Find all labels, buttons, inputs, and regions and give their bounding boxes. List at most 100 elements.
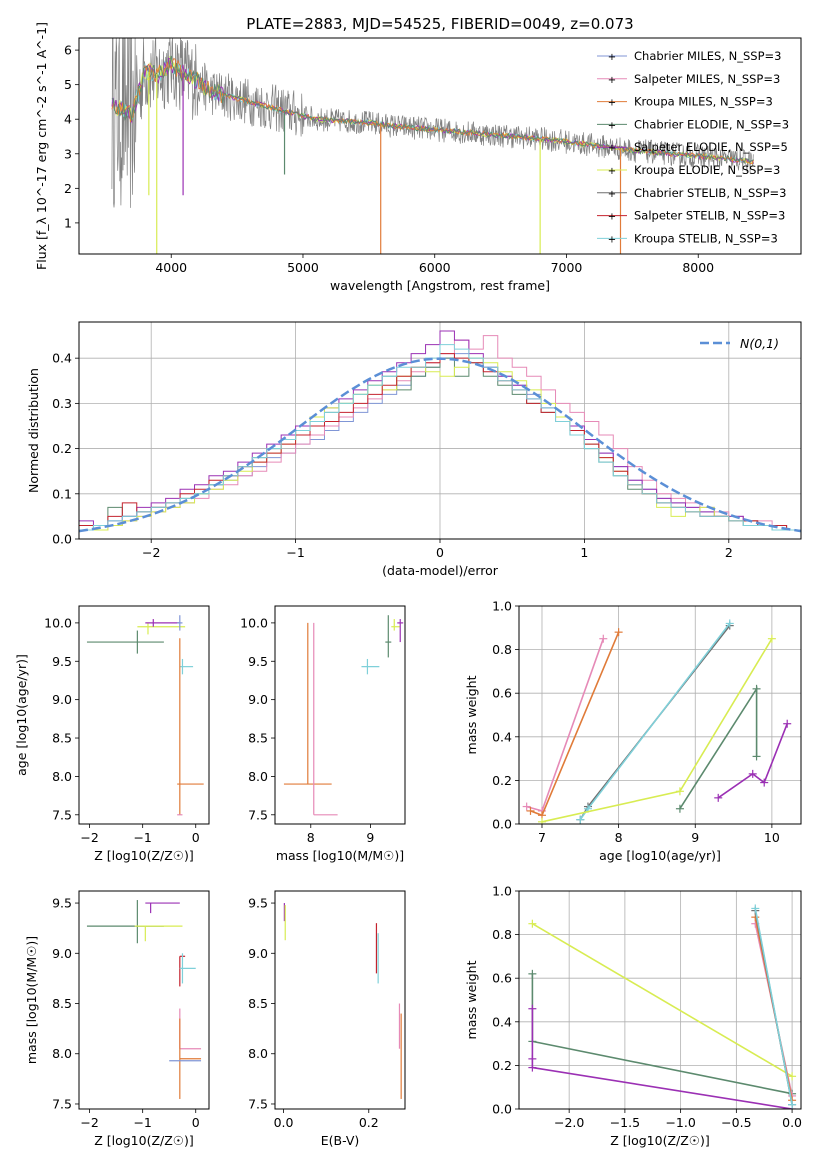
series-line-salpeter-elodie	[717, 723, 788, 799]
axes-frame	[518, 605, 802, 825]
axes-frame	[78, 37, 802, 255]
x-axis-label: E(B-V)	[321, 1133, 360, 1148]
legend-marker: +	[608, 75, 616, 86]
x-tick-label: −0.5	[721, 1115, 751, 1130]
x-tick-label: 9	[366, 830, 374, 845]
legend-gaussian-label: N(0,1)	[740, 336, 779, 351]
legend-marker: +	[608, 120, 616, 131]
series-line-kroupa-elodie	[531, 923, 793, 1077]
histogram-step-kroupa-elodie	[79, 357, 801, 539]
plot-area-massweight_vs_Z	[528, 904, 797, 1109]
panel-mass_vs_EBV: 0.0 0.2 7.5 8.0 8.5 9.0 9.5 E(B-V)	[248, 890, 406, 1148]
histogram-step-kroupa-stelib	[79, 344, 801, 539]
figure-title: PLATE=2883, MJD=54525, FIBERID=0049, z=0…	[246, 15, 633, 33]
y-tick-label: 9.0	[248, 946, 268, 961]
y-tick-label: 0.1	[52, 486, 72, 501]
x-tick-label: −2	[80, 1115, 98, 1130]
y-tick-label: 0.3	[52, 396, 72, 411]
y-tick-label: 3	[64, 146, 72, 161]
x-tick-label: 2	[725, 545, 733, 560]
y-tick-label: 9.5	[248, 654, 268, 669]
x-tick-label: −2.0	[554, 1115, 584, 1130]
legend-marker: +	[608, 234, 616, 245]
y-tick-label: 9.5	[248, 896, 268, 911]
x-axis-label: Z [log10(Z/Z☉)]	[94, 1133, 194, 1148]
y-tick-label: 6	[64, 43, 72, 58]
y-axis-label: mass [log10(M/M☉)]	[24, 936, 39, 1064]
y-tick-label: 0.8	[492, 927, 512, 942]
x-tick-label: 1	[580, 545, 588, 560]
legend-label: Chabrier STELIB, N_SSP=3	[634, 186, 786, 200]
plot-area-mass_vs_Z	[86, 900, 202, 1099]
y-axis-label: mass weight	[464, 960, 479, 1039]
plot-area-residuals	[79, 330, 801, 539]
legend-marker: +	[608, 189, 616, 200]
x-tick-label: 9	[691, 830, 699, 845]
x-axis-label: mass [log10(M/M☉)]	[276, 848, 404, 863]
y-tick-label: 0.4	[492, 1014, 512, 1029]
x-tick-label: 0.0	[782, 1115, 802, 1130]
x-tick-label: 0	[436, 545, 444, 560]
y-tick-label: 4	[64, 112, 72, 127]
panel-age_vs_mass: 8 9 7.5 8.0 8.5 9.0 9.5 10.0 mass [log10(M/M☉)]	[240, 605, 406, 863]
x-tick-label: −2	[80, 830, 98, 845]
y-axis-label: age [log10(age/yr)]	[14, 654, 29, 776]
panel-massweight_vs_age: 7 8 9 10 0.0 0.2 0.4 0.6 0.8 1.0 age [log10(age/yr…	[464, 599, 802, 863]
model-line-chabrier-elodie	[111, 55, 754, 165]
x-tick-label: 8	[615, 830, 623, 845]
x-tick-label: −1	[133, 830, 151, 845]
plot-area-mass_vs_EBV	[283, 903, 402, 1099]
x-tick-label: 5000	[287, 260, 319, 275]
legend-label: Salpeter STELIB, N_SSP=3	[634, 209, 785, 223]
y-tick-label: 9.0	[248, 692, 268, 707]
y-tick-label: 7.5	[248, 807, 268, 822]
axes-frame	[274, 605, 406, 825]
y-tick-label: 8.5	[52, 996, 72, 1011]
y-tick-label: 0.2	[492, 773, 512, 788]
y-tick-label: 1.0	[492, 599, 512, 614]
x-tick-label: 0.0	[274, 1115, 294, 1130]
legend-label: Salpeter MILES, N_SSP=3	[634, 72, 780, 86]
y-tick-label: 0.0	[52, 532, 72, 547]
plot-area-age_vs_mass	[283, 615, 404, 816]
x-axis-label: wavelength [Angstrom, rest frame]	[330, 278, 550, 293]
legend-spectrum: + Chabrier MILES, N_SSP=3 + Salpeter MILES,…	[597, 49, 789, 245]
plot-area-massweight_vs_age	[522, 619, 792, 824]
y-tick-label: 0.0	[492, 1102, 512, 1117]
series-line-salpeter-elodie	[531, 1008, 793, 1109]
panel-residuals: −2 −1 0 1 2 0.0 0.1 0.2 0.3 0.4 (data-model)/error…	[26, 321, 802, 578]
x-tick-label: −2	[142, 545, 160, 560]
x-tick-label: −1.0	[665, 1115, 695, 1130]
y-tick-label: 9.0	[52, 946, 72, 961]
panel-spectrum: 4000 5000 6000 7000 8000 1 2 3 4 5 6 wavelength [An…	[34, 22, 802, 293]
legend-label: Kroupa MILES, N_SSP=3	[634, 95, 773, 109]
x-tick-label: −1.5	[610, 1115, 640, 1130]
series-line-kroupa-stelib	[754, 908, 793, 1105]
legend-label: Chabrier ELODIE, N_SSP=3	[634, 117, 789, 131]
gaussian-curve	[79, 357, 801, 533]
y-tick-label: 7.5	[52, 807, 72, 822]
x-axis-label: (data-model)/error	[382, 563, 499, 578]
y-tick-label: 10.0	[44, 615, 72, 630]
x-tick-label: 4000	[155, 260, 187, 275]
legend-label: Chabrier MILES, N_SSP=3	[634, 49, 781, 63]
x-tick-label: 8	[307, 830, 315, 845]
legend-marker: +	[608, 143, 616, 154]
y-tick-label: 10.0	[240, 615, 268, 630]
y-tick-label: 8.5	[248, 731, 268, 746]
y-tick-label: 0.0	[492, 817, 512, 832]
legend-label: Kroupa STELIB, N_SSP=3	[634, 231, 778, 245]
y-tick-label: 8.5	[248, 996, 268, 1011]
y-tick-label: 8.0	[52, 769, 72, 784]
x-tick-label: 0	[192, 1115, 200, 1130]
y-axis-label: Normed distribution	[26, 368, 41, 493]
y-axis-label: Flux [f_λ 10^-17 erg cm^-2 s^-1 A^-1]	[34, 22, 49, 270]
x-tick-label: −1	[133, 1115, 151, 1130]
y-tick-label: 9.5	[52, 654, 72, 669]
histogram-step-salpeter-elodie	[79, 330, 801, 539]
legend-marker: +	[608, 166, 616, 177]
y-tick-label: 2	[64, 181, 72, 196]
x-tick-label: 0.2	[359, 1115, 379, 1130]
x-tick-label: 10	[764, 830, 780, 845]
